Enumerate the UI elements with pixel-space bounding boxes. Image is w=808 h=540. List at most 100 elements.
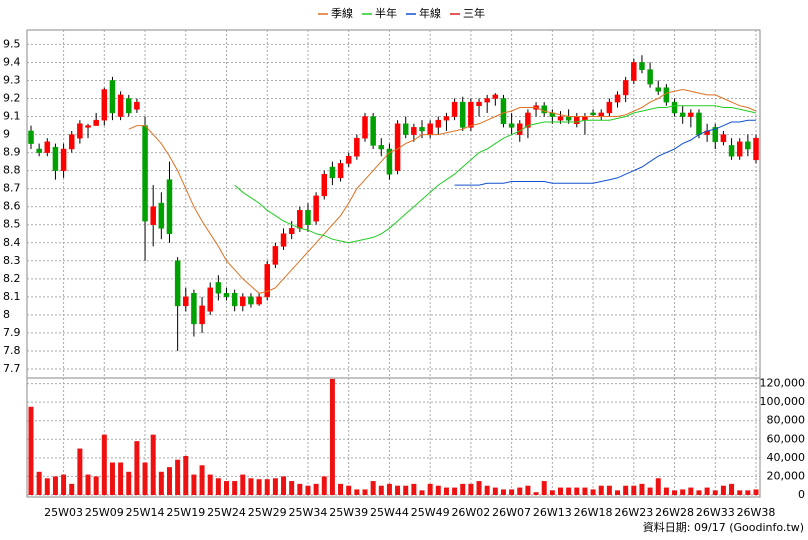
candle-body	[745, 141, 751, 150]
volume-bar	[443, 487, 449, 495]
volume-bar	[207, 474, 213, 495]
candle-body	[134, 101, 140, 110]
candle-body	[288, 228, 295, 235]
volume-bar	[435, 485, 441, 495]
candle-body	[427, 123, 433, 135]
volume-bar	[737, 490, 743, 495]
x-tick-label: 25W34	[289, 506, 328, 519]
candle-body	[329, 166, 336, 179]
candle-body	[354, 137, 360, 157]
candle-body	[183, 296, 189, 307]
candle-body	[305, 210, 311, 225]
candle-body	[77, 123, 83, 139]
y-tick-label: 8.7	[3, 182, 21, 195]
candle-body	[126, 98, 132, 114]
volume-bar	[606, 485, 612, 495]
candle-body	[297, 210, 303, 229]
volume-bar	[142, 462, 148, 495]
volume-bar	[191, 474, 197, 495]
volume-bar	[289, 481, 295, 495]
candle-body	[231, 293, 238, 307]
candle-body	[622, 80, 629, 96]
volume-bar	[85, 474, 91, 495]
y2-tick-label: 80,000	[767, 414, 806, 427]
volume-bar	[476, 481, 482, 495]
y2-tick-label: 100,000	[760, 395, 806, 408]
candle-body	[158, 202, 165, 229]
candle-body	[720, 134, 727, 143]
volume-bar	[305, 485, 311, 495]
volume-bar	[215, 478, 221, 495]
candle-body	[728, 145, 735, 157]
candle-body	[174, 260, 181, 307]
x-tick-label: 25W09	[85, 506, 124, 519]
candle-body	[370, 116, 376, 146]
volume-bar	[525, 485, 531, 495]
candle-body	[517, 123, 523, 135]
y-tick-label: 7.7	[3, 362, 21, 375]
candle-body	[541, 105, 547, 114]
candle-body	[590, 112, 596, 115]
ma-line	[454, 119, 756, 186]
x-tick-label: 26W28	[655, 506, 694, 519]
x-tick-label: 25W24	[207, 506, 246, 519]
volume-bar	[77, 448, 83, 495]
volume-bar	[134, 441, 140, 495]
candle-body	[142, 125, 148, 222]
y-tick-label: 9.3	[3, 73, 21, 86]
volume-bar	[69, 483, 75, 495]
volume-panel	[26, 377, 761, 498]
candle-body	[321, 173, 328, 197]
y-tick-label: 8.1	[3, 290, 21, 303]
volume-bar	[272, 478, 278, 495]
volume-bar	[175, 459, 181, 495]
y2-tick-label: 40,000	[767, 451, 806, 464]
x-tick-label: 25W29	[248, 506, 287, 519]
candle-body	[44, 141, 51, 153]
candle-body	[419, 127, 425, 132]
volume-bar	[264, 479, 270, 495]
candle-body	[28, 130, 34, 144]
volume-bar	[248, 478, 254, 495]
candle-body	[207, 287, 213, 312]
volume-bar	[370, 481, 376, 495]
volume-bar	[549, 490, 555, 495]
ma-line	[128, 88, 757, 294]
volume-bar	[101, 434, 107, 495]
legend-label: 三年	[463, 6, 485, 20]
candle-body	[256, 296, 262, 305]
candle-body	[435, 119, 442, 128]
candle-body	[476, 101, 482, 106]
y-tick-label: 7.8	[3, 344, 21, 357]
x-tick-label: 26W33	[696, 506, 735, 519]
candle-body	[199, 305, 205, 325]
volume-bar	[541, 481, 547, 495]
legend-label: 季線	[331, 6, 353, 20]
volume-bar	[36, 471, 42, 495]
volume-bar	[688, 487, 694, 495]
volume-bar	[696, 490, 702, 495]
x-tick-label: 25W49	[411, 506, 450, 519]
volume-bar	[199, 465, 205, 495]
volume-bar	[297, 483, 303, 495]
candle-body	[264, 264, 270, 298]
y2-tick-label: 60,000	[767, 432, 806, 445]
y2-tick-label: 120,000	[760, 377, 806, 390]
volume-bar	[655, 478, 661, 495]
volume-bar	[500, 489, 506, 495]
candle-body	[402, 123, 409, 135]
volume-bar	[313, 483, 319, 495]
volume-bar	[582, 487, 588, 495]
candle-body	[565, 116, 572, 121]
candle-body	[313, 195, 319, 222]
volume-bar	[631, 485, 637, 495]
y-tick-label: 8	[3, 308, 10, 321]
volume-bar	[484, 485, 490, 495]
x-tick-label: 25W39	[329, 506, 368, 519]
candle-body	[394, 123, 401, 171]
volume-bar	[745, 490, 751, 495]
candle-body	[85, 125, 91, 128]
volume-bar	[492, 487, 498, 495]
candle-body	[451, 101, 458, 117]
